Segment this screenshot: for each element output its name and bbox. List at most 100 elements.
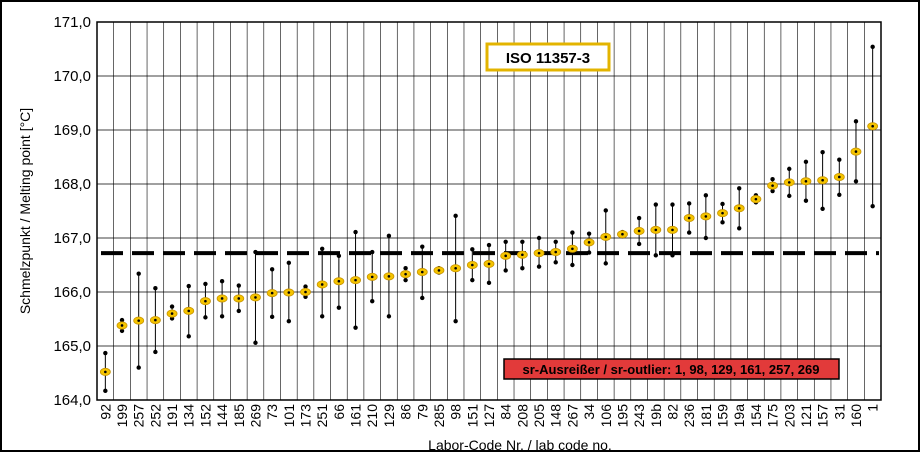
upper-point (136, 271, 141, 276)
mean-center (854, 150, 858, 153)
x-tick-label: 181 (698, 404, 714, 428)
lower-point (353, 325, 358, 330)
mean-center (621, 232, 624, 236)
lower-point (119, 328, 125, 334)
lower-point (536, 264, 542, 269)
mean-center (154, 318, 157, 322)
lower-point (553, 260, 558, 265)
upper-point (703, 193, 709, 198)
mean-center (220, 297, 224, 300)
mean-center (471, 263, 474, 267)
upper-point (186, 283, 191, 289)
upper-point (236, 283, 241, 288)
x-tick-label: 98 (448, 404, 464, 420)
mean-center (170, 312, 174, 315)
x-tick-label: 101 (281, 404, 297, 428)
mean-center (404, 272, 407, 276)
x-tick-label: 19b (648, 404, 664, 428)
upper-point (269, 267, 275, 272)
upper-point (503, 239, 508, 244)
upper-point (820, 149, 825, 155)
lower-point (853, 179, 859, 184)
y-tick-label: 167,0 (53, 230, 91, 247)
lower-point (820, 206, 825, 212)
lower-point (186, 334, 191, 339)
upper-point (686, 201, 692, 206)
upper-point (253, 249, 258, 255)
mean-center (654, 228, 658, 232)
x-tick-label: 92 (97, 404, 113, 420)
standard-label: ISO 11357-3 (506, 50, 590, 67)
upper-point (520, 239, 525, 244)
upper-point (803, 159, 809, 165)
x-tick-label: 19a (731, 404, 747, 428)
upper-point (303, 284, 308, 289)
mean-center (604, 235, 608, 239)
upper-point (837, 157, 842, 162)
x-tick-label: 252 (147, 404, 163, 428)
plot-area (97, 22, 881, 400)
x-tick-label: 134 (181, 404, 197, 428)
upper-point (103, 350, 108, 356)
y-tick-label: 166,0 (53, 284, 91, 301)
x-tick-label: 243 (631, 404, 647, 428)
mean-center (571, 247, 574, 251)
upper-point (586, 231, 592, 236)
lower-point (319, 314, 325, 319)
vertical-grid (113, 22, 865, 400)
upper-point (536, 235, 542, 241)
lower-point (253, 340, 258, 345)
x-tick-label: 127 (481, 404, 497, 428)
mean-center (120, 324, 124, 327)
x-tick-label: 151 (464, 404, 480, 428)
mean-center (787, 181, 791, 184)
x-tick-label: 106 (598, 404, 614, 428)
outlier-label: sr-Ausreißer / sr-outlier: 1, 98, 129, 1… (523, 362, 820, 377)
x-tick-label: 82 (664, 404, 680, 420)
lower-point (136, 365, 141, 370)
lower-point (453, 318, 458, 324)
x-tick-label: 173 (298, 404, 314, 428)
mean-center (237, 297, 241, 300)
upper-point (603, 208, 608, 213)
x-tick-label: 159 (715, 404, 731, 428)
mean-center (387, 275, 391, 278)
x-tick-label: 195 (614, 404, 630, 428)
upper-point (386, 233, 392, 239)
x-tick-label: 251 (314, 404, 330, 428)
x-tick-label: 1 (865, 404, 881, 412)
lower-point (837, 192, 842, 197)
upper-point (370, 249, 375, 255)
upper-point (119, 317, 125, 323)
x-tick-label: 236 (681, 404, 697, 428)
lower-point (703, 235, 709, 241)
mean-center (687, 216, 691, 220)
mean-center (354, 278, 357, 282)
lower-point (737, 226, 742, 231)
y-tick-label: 168,0 (53, 176, 91, 193)
upper-point (486, 242, 492, 248)
mean-center (554, 250, 558, 254)
upper-point (169, 304, 175, 309)
lower-point (103, 388, 108, 394)
lower-point (586, 250, 592, 255)
upper-point (870, 44, 875, 50)
x-tick-label: 79 (414, 404, 430, 420)
outlier-box (503, 358, 840, 380)
mean-center (254, 296, 257, 299)
lower-point (386, 314, 392, 319)
mean-center (420, 270, 424, 274)
y-tick-label: 164,0 (53, 392, 91, 409)
upper-point (787, 166, 792, 172)
x-tick-label: 175 (765, 404, 781, 428)
y-tick-label: 170,0 (53, 68, 91, 85)
x-tick-labels: 92 199 257 252 191 134 152 144 185 269 73 101 173 251… (97, 404, 880, 428)
lower-point (403, 277, 408, 283)
upper-point (453, 213, 458, 219)
upper-point (203, 281, 208, 287)
mean-center (487, 262, 491, 266)
mean-center (270, 291, 274, 295)
lower-point (686, 230, 692, 235)
lower-point (570, 262, 575, 268)
x-tick-label: 66 (331, 404, 347, 420)
